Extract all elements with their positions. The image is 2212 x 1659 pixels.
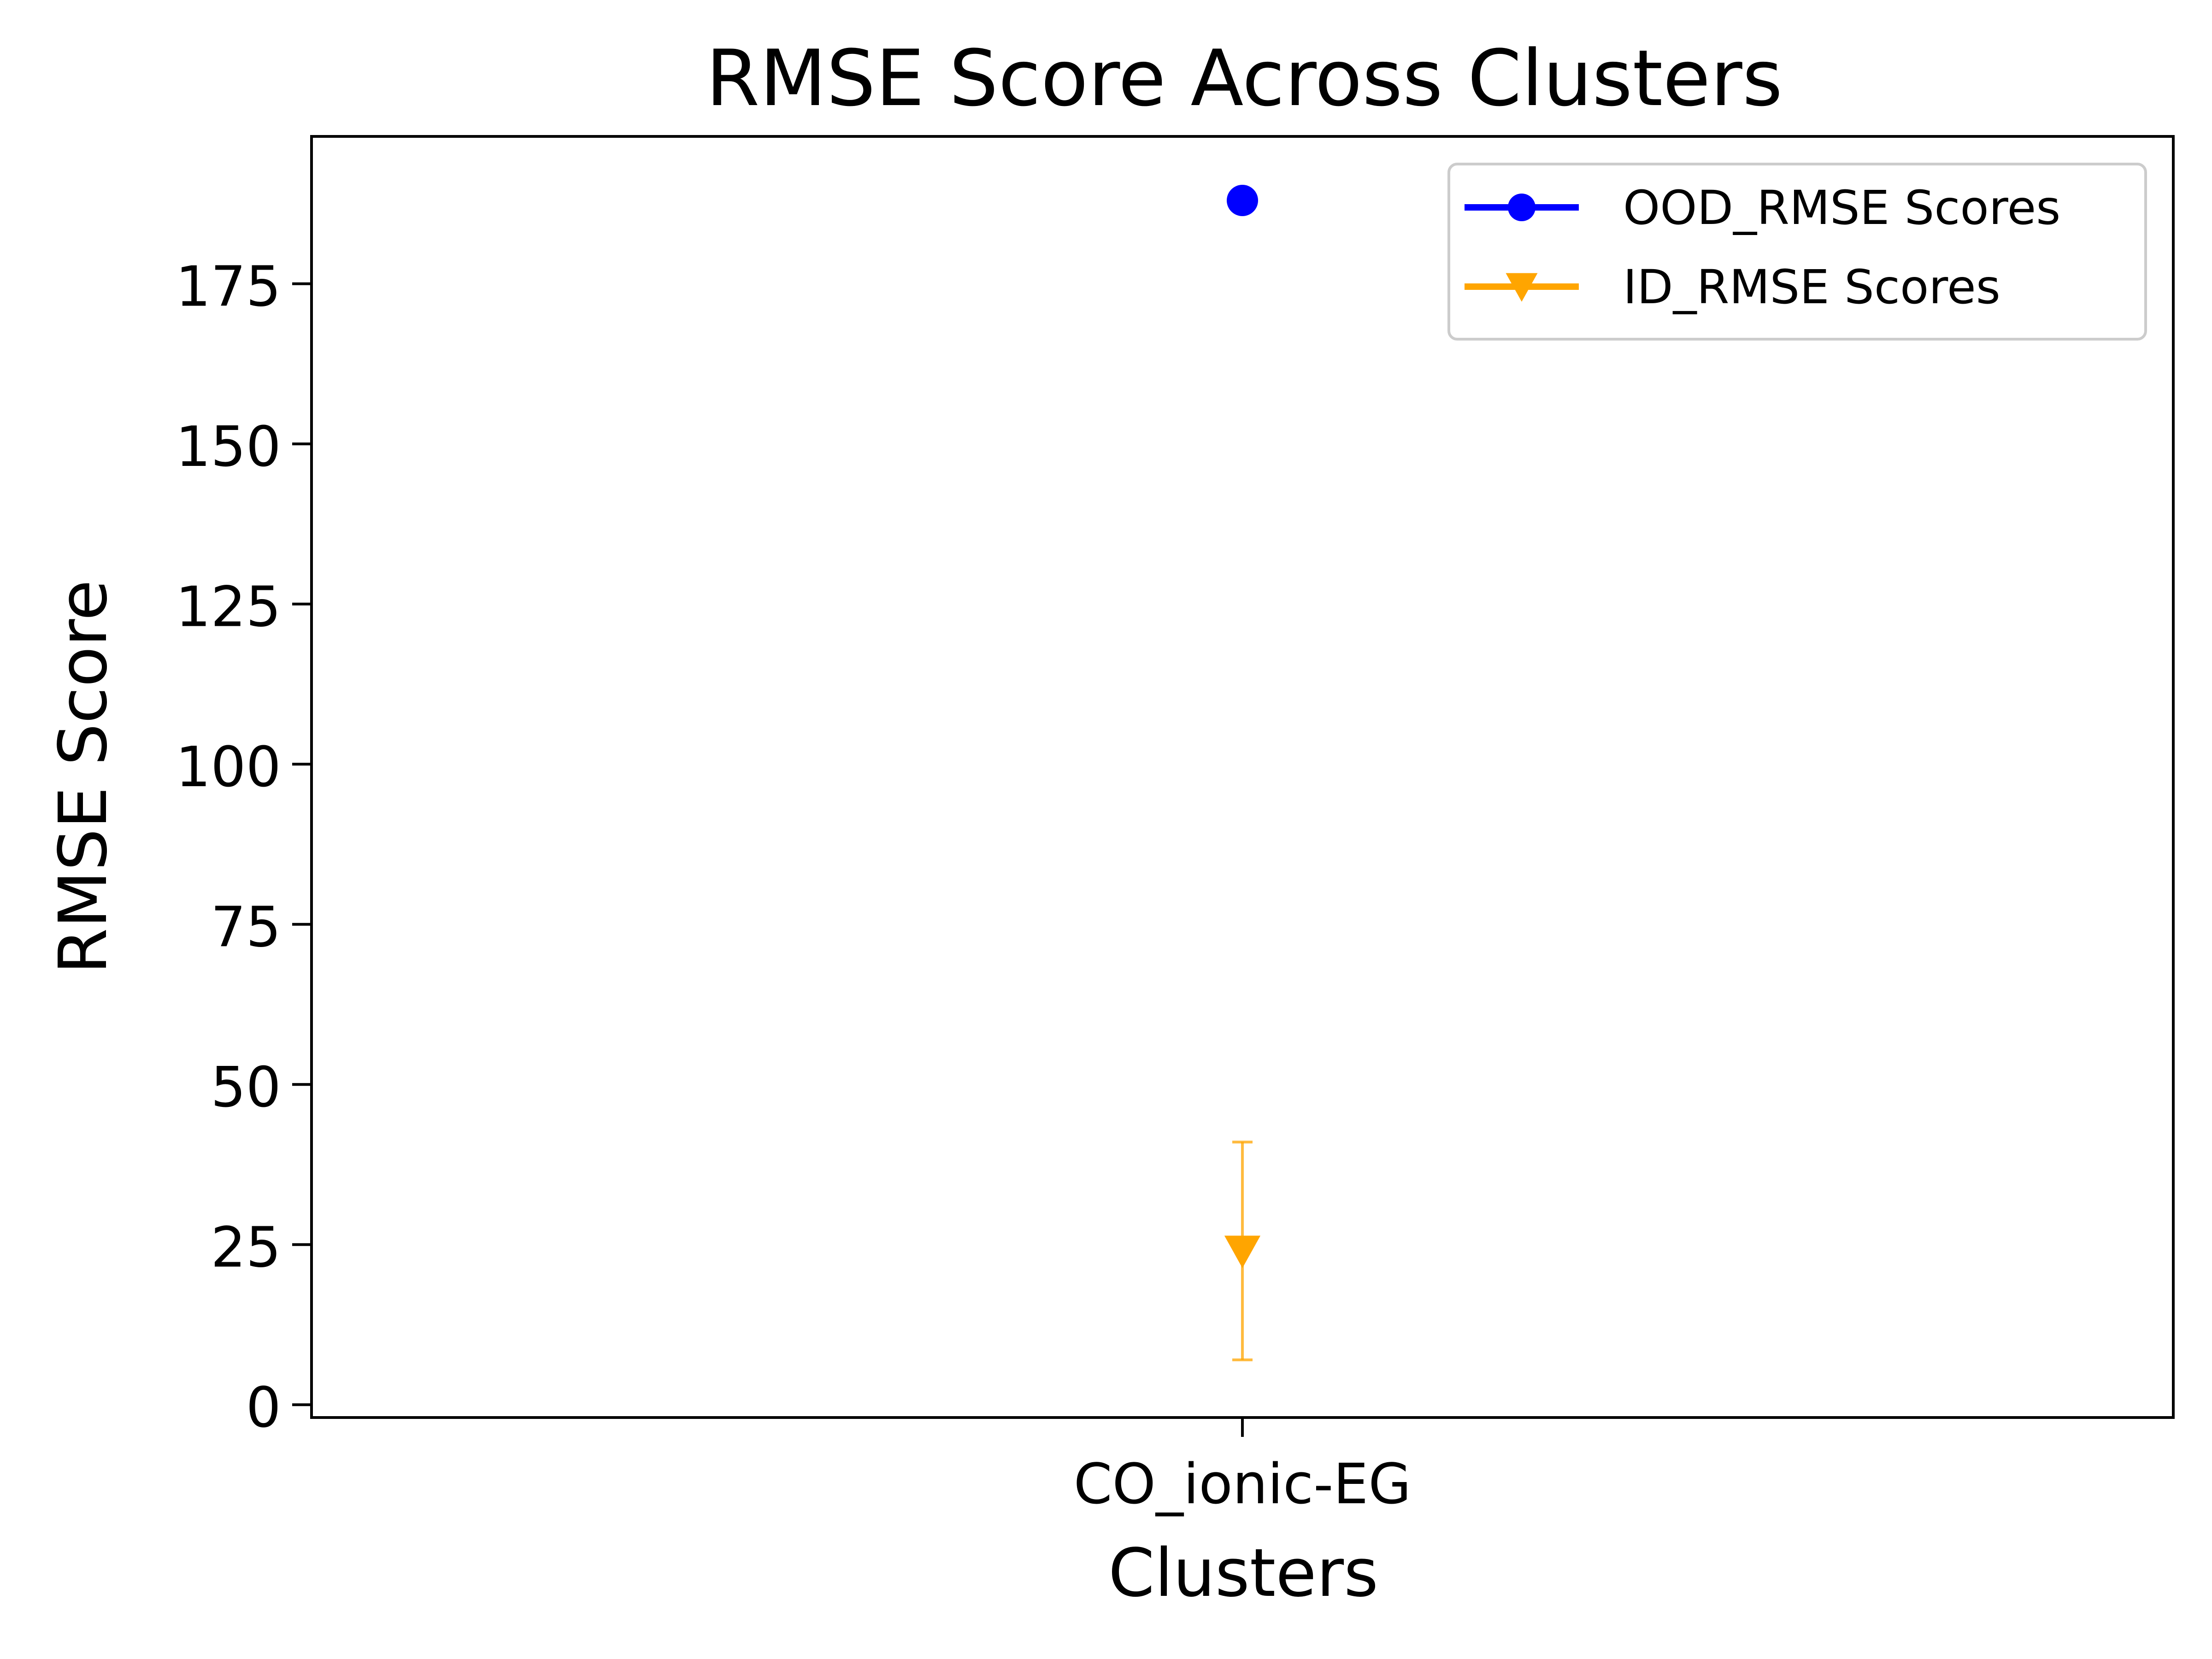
y-tick-label: 0	[246, 1376, 281, 1440]
series-1	[1224, 1141, 1261, 1361]
chart-title: RMSE Score Across Clusters	[706, 33, 1783, 124]
y-tick-label: 100	[176, 735, 281, 800]
y-tick-label: 125	[176, 576, 281, 640]
legend-item-1: ID_RMSE Scores	[1465, 260, 2000, 315]
legend-marker	[1506, 273, 1538, 302]
x-axis-label: Clusters	[1108, 1534, 1378, 1612]
data-point	[1227, 185, 1258, 216]
series-0	[1227, 185, 1258, 216]
y-tick-label: 150	[176, 415, 281, 479]
y-tick-label: 25	[211, 1216, 281, 1280]
y-tick-label: 50	[211, 1056, 281, 1120]
x-axis: CO_ionic-EG	[1074, 1418, 1411, 1517]
y-tick-label: 175	[176, 255, 281, 319]
y-tick-label: 75	[211, 896, 281, 960]
series-layer	[1224, 185, 1261, 1361]
legend: OOD_RMSE Scores ID_RMSE Scores	[1447, 163, 2147, 341]
data-point	[1224, 1235, 1261, 1268]
legend-label: ID_RMSE Scores	[1623, 260, 2000, 315]
legend-item-0: OOD_RMSE Scores	[1465, 181, 2060, 235]
y-axis-label: RMSE Score	[44, 580, 122, 974]
legend-marker	[1508, 194, 1535, 221]
legend-label: OOD_RMSE Scores	[1623, 181, 2060, 235]
y-axis: 0 25 50 75 100 125 150 175	[176, 255, 312, 1440]
x-tick-label: CO_ionic-EG	[1074, 1453, 1411, 1517]
legend-box	[1447, 163, 2147, 341]
